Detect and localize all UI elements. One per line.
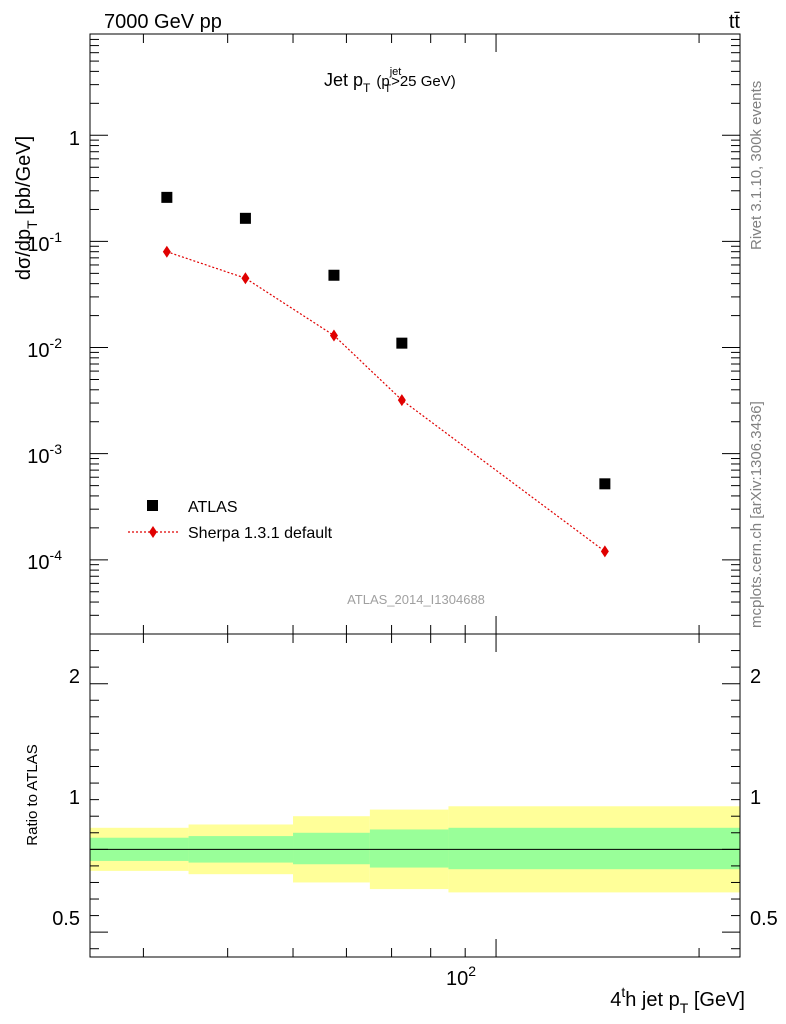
ratio-panel: 2 1 0.5 2 1 0.5 Ratio to ATLAS 102 4th j… bbox=[24, 633, 778, 1016]
ratio-y-axis-title: Ratio to ATLAS bbox=[24, 744, 41, 845]
y-tick-label-0.01: 10-2 bbox=[27, 335, 62, 362]
ratio-tick-label-2: 2 bbox=[69, 666, 80, 688]
main-x-ticks bbox=[142, 34, 700, 634]
title-sub: T bbox=[363, 81, 371, 95]
title-rest: >25 GeV) bbox=[391, 73, 456, 90]
chart-title: Jet pT (pjet T>25 GeV) bbox=[324, 66, 456, 95]
atlas-point bbox=[599, 478, 611, 490]
y-tick-label-0.0001: 10-4 bbox=[27, 547, 62, 574]
main-frame bbox=[89, 33, 741, 635]
ratio-x-ticks bbox=[142, 634, 700, 957]
main-panel: Jet pT (pjet T>25 GeV) 1 10-1 10-2 10-3 10… bbox=[13, 33, 741, 635]
y-tick-label-0.1: 10-1 bbox=[27, 229, 62, 256]
ratio-y-ticks bbox=[90, 633, 740, 950]
title-sup: jet bbox=[389, 66, 402, 78]
sherpa-point bbox=[162, 245, 171, 258]
legend: ATLAS Sherpa 1.3.1 default bbox=[128, 499, 333, 542]
sherpa-point bbox=[241, 272, 250, 285]
ratio-tick-label-0.5: 0.5 bbox=[52, 908, 80, 930]
sherpa-point bbox=[329, 329, 338, 342]
main-y-ticks bbox=[90, 33, 740, 635]
ratio-frame bbox=[89, 633, 741, 958]
title-sub2: T bbox=[384, 83, 391, 95]
atlas-point bbox=[396, 337, 408, 349]
sherpa-point bbox=[600, 545, 609, 558]
legend-atlas-label: ATLAS bbox=[188, 499, 238, 516]
atlas-point bbox=[161, 191, 173, 203]
atlas-point bbox=[239, 212, 251, 224]
y-tick-label-1: 1 bbox=[69, 128, 80, 150]
band-inner-bin bbox=[369, 829, 449, 868]
legend-sherpa-label: Sherpa 1.3.1 default bbox=[188, 525, 333, 542]
sherpa-series-points bbox=[162, 245, 609, 558]
sherpa-point bbox=[397, 394, 406, 407]
ratio-tick-label-0.5-right: 0.5 bbox=[750, 908, 778, 930]
ratio-tick-label-2-right: 2 bbox=[750, 666, 761, 688]
atlas-point bbox=[328, 269, 340, 281]
ratio-tick-label-1: 1 bbox=[69, 787, 80, 809]
analysis-tag: ATLAS_2014_I1304688 bbox=[347, 592, 485, 607]
band-inner-bin bbox=[448, 827, 740, 870]
legend-atlas-marker bbox=[147, 500, 158, 511]
y-tick-label-0.001: 10-3 bbox=[27, 441, 62, 468]
legend-sherpa-marker bbox=[149, 526, 157, 538]
ratio-tick-label-1-right: 1 bbox=[750, 787, 761, 809]
mcplots-label: mcplots.cern.ch [arXiv:1306.3436] bbox=[748, 401, 765, 628]
header-left: 7000 GeV pp bbox=[104, 11, 222, 33]
x-axis-title: 4th jet pT [GeV] bbox=[610, 984, 745, 1016]
title-paren: (p bbox=[376, 73, 389, 90]
header-right: tt̄ bbox=[729, 11, 741, 33]
title-main: Jet p bbox=[324, 70, 363, 90]
band-inner-bin bbox=[293, 832, 370, 865]
atlas-series-points bbox=[161, 191, 611, 490]
rivet-label: Rivet 3.1.10, 300k events bbox=[748, 81, 765, 250]
ratio-band-inner bbox=[90, 827, 740, 870]
x-tick-label-100: 102 bbox=[446, 963, 476, 990]
y-axis-title: dσ/dpT [pb/GeV] bbox=[13, 136, 40, 280]
